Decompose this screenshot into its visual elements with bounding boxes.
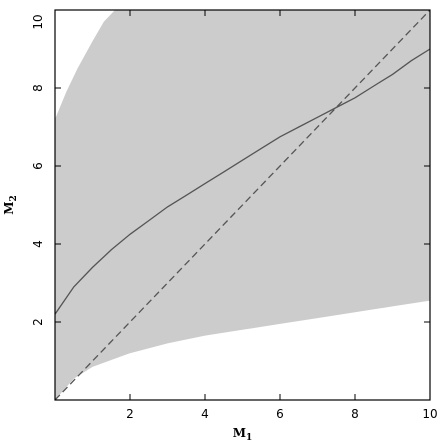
y-tick-label: 8 (31, 84, 45, 92)
y-axis-label-main: M (2, 201, 16, 214)
x-axis-label: M1 (233, 426, 253, 441)
x-tick-label: 10 (422, 407, 437, 421)
series-line-solid (55, 48, 430, 315)
plot-area (54, 9, 431, 401)
series-line-dashed (55, 10, 430, 400)
y-tick-label: 2 (31, 318, 45, 326)
x-tick-label: 2 (126, 407, 134, 421)
x-axis-label-main: M (233, 426, 246, 440)
y-tick-label: 4 (31, 240, 45, 248)
y-axis: 2 4 6 8 10 (31, 9, 430, 326)
plot-frame (54, 9, 431, 401)
x-axis-label-subscript: 1 (246, 433, 252, 441)
y-tick-label: 10 (31, 14, 45, 29)
x-axis: 2 4 6 8 10 (126, 10, 438, 421)
y-tick-label: 6 (31, 162, 45, 170)
y-axis-label: M2 (2, 195, 19, 215)
series-layer (55, 10, 430, 400)
x-tick-label: 6 (276, 407, 284, 421)
x-tick-label: 4 (201, 407, 209, 421)
x-tick-label: 8 (351, 407, 359, 421)
y-axis-label-subscript: 2 (9, 195, 19, 201)
